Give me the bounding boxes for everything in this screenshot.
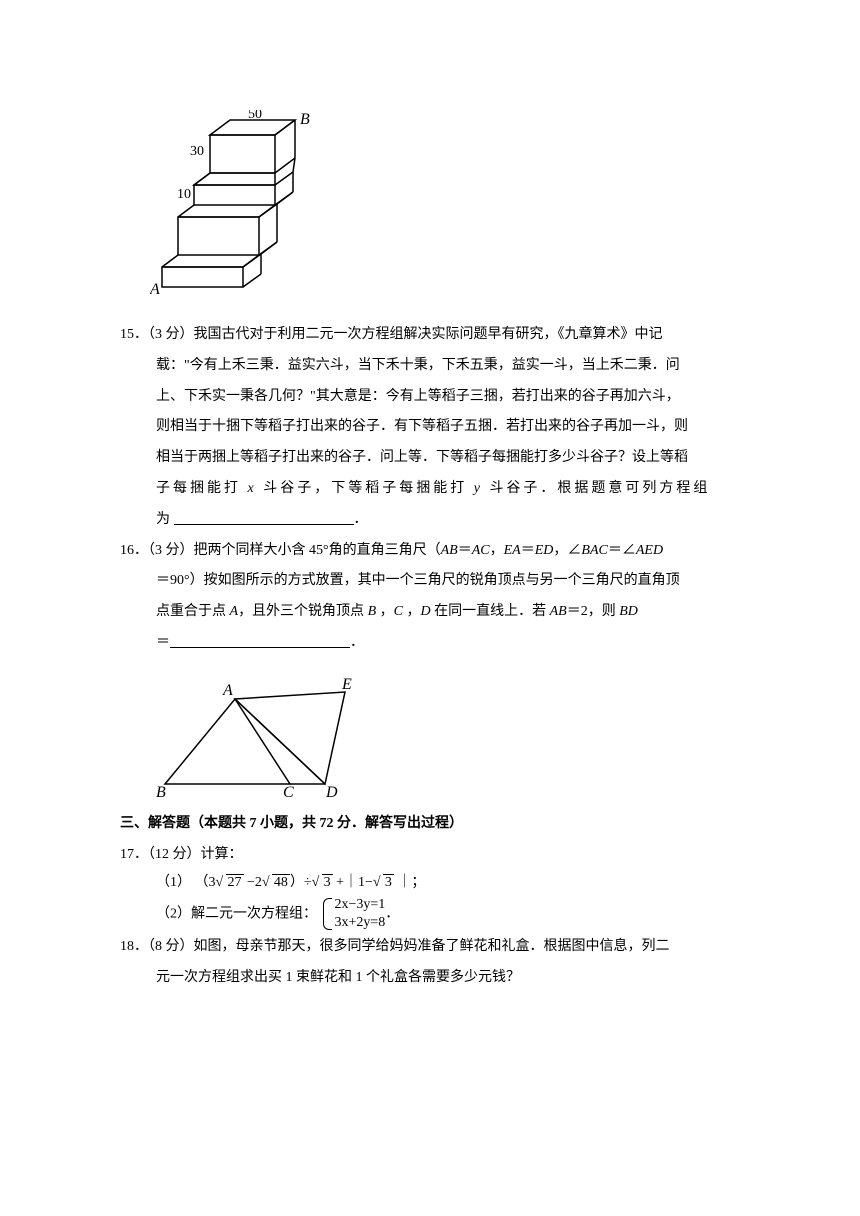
figure-triangles: A E B C D — [150, 669, 750, 799]
q15-t6: 子每捆能打 — [156, 481, 248, 496]
q18-t1: 如图，母亲节那天，很多同学给妈妈准备了鲜花和礼盒．根据图中信息，列二 — [194, 939, 670, 954]
q17-points: （12 分） — [148, 847, 201, 862]
q15-blank — [174, 507, 354, 525]
figure-steps: 50 B 30 10 A — [150, 110, 750, 310]
q15-line3: 上、下禾实一秉各几何？"其大意是：今有上等稻子三捆，若打出来的谷子再加六斗， — [120, 382, 750, 413]
q16-period: ． — [350, 635, 364, 650]
q16-ptD: D — [420, 604, 430, 619]
q17-eq-dot: ． — [385, 906, 399, 921]
q15-line2: 载："今有上禾三秉．益实六斗，当下禾十秉，下禾五秉，益实一斗，当上禾二秉．问 — [120, 351, 750, 382]
q16-AB2: AB — [550, 604, 567, 619]
section3-title: 三、解答题（本题共 7 小题，共 72 分．解答写出过程） — [120, 809, 750, 840]
q16-line3: 点重合于点 A，且外三个锐角顶点 B ，C ，D 在同一直线上．若 AB＝2，则… — [120, 597, 750, 628]
steps-dim-10: 10 — [177, 187, 191, 202]
q15-line5: 相当于两捆上等稻子打出来的谷子．问上等．下等稻子每捆能打多少斗谷子？设上等稻 — [120, 443, 750, 474]
steps-dim-top: 50 — [248, 110, 262, 122]
q15-vary: y — [474, 481, 483, 496]
tri-D: D — [325, 784, 338, 799]
q15-line1: 15．（3 分）我国古代对于利用二元一次方程组解决实际问题早有研究，《九章算术》… — [120, 320, 750, 351]
q15-points: （3 分） — [148, 327, 194, 342]
q16-ptC: C — [394, 604, 403, 619]
q17-line1: 17．（12 分）计算： — [120, 840, 750, 871]
q16-BAC: BAC — [581, 543, 607, 558]
q16-t1: 把两个同样大小含 45°角的直角三角尺（ — [194, 543, 441, 558]
q16-line2: ＝90°）按如图所示的方式放置，其中一个三角尺的锐角顶点与另一个三角尺的直角顶 — [120, 566, 750, 597]
q15-t8: 斗谷子．根据题意可列方程组 — [483, 481, 711, 496]
q16-line1: 16．（3 分）把两个同样大小含 45°角的直角三角尺（AB＝AC，EA＝ED，… — [120, 536, 750, 567]
q17-equation-system: 2x−3y=1 3x+2y=8 — [321, 896, 386, 932]
tri-A: A — [222, 682, 233, 699]
q16-line4: ＝． — [120, 628, 750, 659]
q17-p1-label: （1） — [156, 875, 191, 890]
q17-number: 17． — [120, 847, 148, 862]
steps-label-a: A — [150, 281, 160, 298]
q16-t3: 点重合于点 — [156, 604, 230, 619]
q17-p1-expr: （327 −248）÷3 +｜1−3 ｜； — [195, 875, 426, 890]
q15-varx: x — [248, 481, 257, 496]
q17-part1: （1） （327 −248）÷3 +｜1−3 ｜； — [120, 870, 750, 895]
q15-t7: 斗谷子，下等稻子每捆能打 — [257, 481, 474, 496]
q16-blank — [170, 630, 350, 648]
steps-label-b: B — [300, 111, 310, 128]
q18-line1: 18．（8 分）如图，母亲节那天，很多同学给妈妈准备了鲜花和礼盒．根据图中信息，… — [120, 932, 750, 963]
q18-number: 18． — [120, 939, 148, 954]
q15-t9: 为 — [156, 512, 174, 527]
q18-line2: 元一次方程组求出买 1 束鲜花和 1 个礼盒各需要多少元钱？ — [120, 963, 750, 994]
steps-dim-30: 30 — [190, 144, 204, 159]
q15-line4: 则相当于十捆下等稻子打出来的谷子．有下等稻子五捆．若打出来的谷子再加一斗，则 — [120, 412, 750, 443]
q16-ptA: A — [230, 604, 239, 619]
q16-t6: ，则 — [588, 604, 620, 619]
q17-p2-label: （2）解二元一次方程组： — [156, 906, 317, 921]
q16-2: 2 — [581, 604, 588, 619]
q15-t1: 我国古代对于利用二元一次方程组解决实际问题早有研究，《九章算术》中记 — [194, 327, 663, 342]
tri-E: E — [341, 676, 352, 693]
q16-t4: ，且外三个锐角顶点 — [238, 604, 368, 619]
q15-number: 15． — [120, 327, 148, 342]
q16-t7: ＝ — [156, 635, 170, 650]
q16-ang1: ∠ — [567, 543, 581, 558]
q16-AB: AB — [441, 543, 458, 558]
q17-eq2: 3x+2y=8 — [335, 914, 386, 932]
q16-c2: ， — [553, 543, 567, 558]
q16-AC: AC — [472, 543, 490, 558]
q16-ang2: ∠ — [622, 543, 636, 558]
tri-C: C — [283, 784, 294, 799]
q15-line6: 子每捆能打 x 斗谷子，下等稻子每捆能打 y 斗谷子．根据题意可列方程组 — [120, 474, 750, 505]
q16-EA: EA — [504, 543, 521, 558]
q18-points: （8 分） — [148, 939, 194, 954]
q17-part2: （2）解二元一次方程组： 2x−3y=1 3x+2y=8 ． — [120, 896, 750, 932]
q16-ED: ED — [535, 543, 554, 558]
q15-line7: 为 ． — [120, 505, 750, 536]
q16-BD: BD — [619, 604, 638, 619]
q16-c1: ， — [490, 543, 504, 558]
q15-period: ． — [354, 512, 368, 527]
q17-eq1: 2x−3y=1 — [335, 896, 386, 914]
q17-title: 计算： — [201, 847, 243, 862]
q16-number: 16． — [120, 543, 148, 558]
q16-AED: AED — [636, 543, 663, 558]
q16-t5: 在同一直线上．若 — [431, 604, 550, 619]
tri-B: B — [156, 784, 166, 799]
q16-ptB: B — [368, 604, 377, 619]
q16-points: （3 分） — [148, 543, 194, 558]
